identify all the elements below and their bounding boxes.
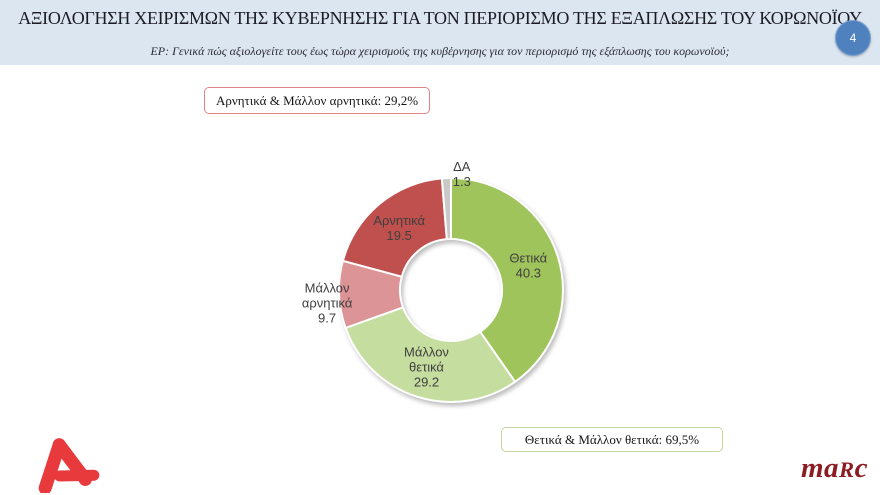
marc-logo-r: R (839, 457, 855, 482)
positive-total-label: Θετικά & Μάλλον θετικά: 69,5% (524, 431, 700, 447)
alpha-a-icon (38, 438, 100, 493)
pie-slice-2 (344, 306, 517, 403)
positive-total-callout: Θετικά & Μάλλον θετικά: 69,5% (501, 427, 723, 452)
pie-slice-label-4: Αρνητικά 19.5 (373, 213, 425, 243)
marc-logo-c: c (854, 452, 868, 484)
slide-header: ΑΞΙΟΛΟΓΗΣΗ ΧΕΙΡΙΣΜΩΝ ΤΗΣ ΚΥΒΕΡΝΗΣΗΣ ΓΙΑ … (0, 0, 880, 65)
negative-total-callout: Αρνητικά & Μάλλον αρνητικά: 29,2% (204, 87, 430, 114)
page-title: ΑΞΙΟΛΟΓΗΣΗ ΧΕΙΡΙΣΜΩΝ ΤΗΣ ΚΥΒΕΡΝΗΣΗΣ ΓΙΑ … (18, 8, 862, 28)
pie-slice-label-3: Μάλλον αρνητικά 9.7 (302, 281, 353, 326)
marc-logo-ma: ma (800, 452, 840, 484)
pie-slice-label-2: Μάλλον θετικά 29.2 (404, 345, 449, 390)
pie-slice-1 (450, 177, 564, 383)
pie-slice-4 (341, 177, 448, 278)
page-number: 4 (849, 31, 857, 45)
page-number-badge: 4 (835, 20, 871, 56)
pie-slice-label-1: Θετικά 40.3 (509, 251, 547, 281)
marc-logo: maRc (801, 452, 868, 485)
pie-slice-label-5: ΔΑ 1.3 (453, 159, 471, 189)
pie-slice-5 (440, 176, 452, 241)
donut-slice-labels: Θετικά 40.3 Μάλλον θετικά 29.2 Μάλλον αρνητικά… (302, 159, 548, 390)
question-subtitle: ΕΡ: Γενικά πώς αξιολογείτε τους έως τώρα… (150, 44, 730, 58)
negative-total-label: Αρνητικά & Μάλλον αρνητικά: 29,2% (215, 92, 419, 108)
donut-slices (338, 176, 564, 403)
alpha-tv-logo (38, 438, 100, 493)
